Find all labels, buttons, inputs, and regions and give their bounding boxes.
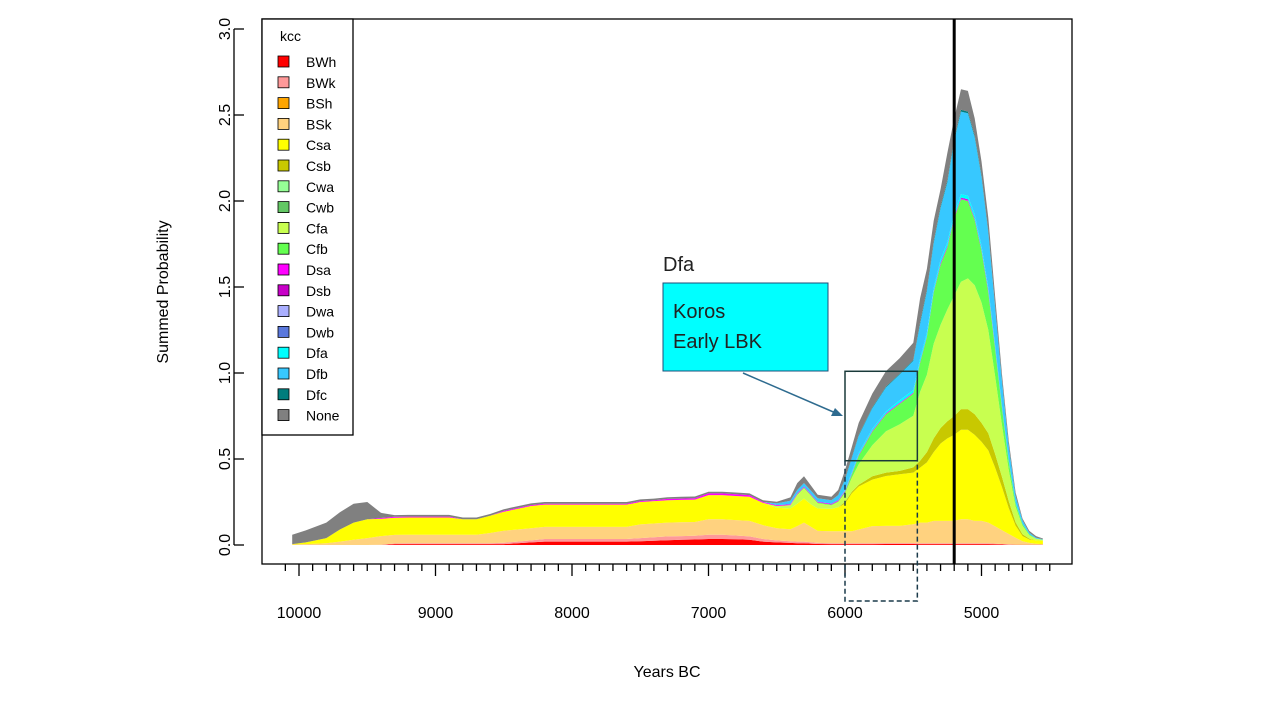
- legend-label-csb: Csb: [306, 158, 331, 174]
- legend-box: [261, 18, 354, 436]
- legend-label-bsk: BSk: [306, 116, 333, 132]
- y-tick-label: 1.0: [217, 362, 234, 384]
- legend-label-dwb: Dwb: [306, 324, 334, 340]
- legend-label-csa: Csa: [306, 137, 331, 153]
- callout-arrow-line: [742, 372, 839, 415]
- legend-swatch-dfc: [277, 388, 290, 401]
- area-dfb: [292, 111, 1043, 545]
- legend-label-cfa: Cfa: [306, 220, 328, 236]
- x-tick-label: 9000: [418, 605, 454, 622]
- legend-label-dsa: Dsa: [306, 262, 331, 278]
- legend-swatch-cfa: [277, 221, 290, 234]
- legend-swatch-bwh: [277, 55, 290, 68]
- legend-swatch-dfb: [277, 367, 290, 380]
- y-tick-label: 3.0: [217, 18, 234, 40]
- legend-label-dfc: Dfc: [306, 387, 327, 403]
- highlight-dashed-extension: [844, 460, 919, 602]
- legend: kcc BWh BWk BSh BSk Csa Csb Cwa Cwb Cfa Cfb Dsa Dsb…: [261, 18, 354, 436]
- x-tick-label: 7000: [691, 605, 727, 622]
- callout-line-2: Early LBK: [673, 331, 763, 353]
- callout-line-1: Koros: [673, 301, 725, 323]
- legend-swatch-bsk: [277, 118, 290, 130]
- y-axis: 0.0 0.5 1.0 1.5 2.0 2.5 3.0: [217, 18, 244, 556]
- stacked-areas: [292, 89, 1043, 545]
- highlight-box: [844, 370, 919, 462]
- x-tick-label: 8000: [554, 605, 590, 622]
- y-tick-label: 2.5: [217, 104, 234, 126]
- legend-swatch-bwk: [277, 76, 290, 89]
- legend-swatch-dsa: [277, 263, 290, 276]
- legend-label-dsb: Dsb: [306, 283, 331, 299]
- legend-swatch-cfb: [277, 242, 290, 255]
- legend-label-cfb: Cfb: [306, 241, 328, 257]
- legend-label-dfa: Dfa: [306, 345, 328, 361]
- legend-label-none: None: [306, 408, 340, 424]
- legend-label-dfb: Dfb: [306, 366, 328, 382]
- legend-swatch-csa: [277, 138, 290, 151]
- legend-label-bwh: BWh: [306, 54, 336, 70]
- legend-label-cwb: Cwb: [306, 200, 334, 216]
- y-tick-label: 0.5: [217, 448, 234, 470]
- y-axis-label: Summed Probability: [155, 220, 172, 363]
- x-axis-label: Years BC: [634, 664, 701, 681]
- area-cfa: [292, 278, 1043, 545]
- legend-label-cwa: Cwa: [306, 179, 334, 195]
- legend-label-bsh: BSh: [306, 96, 332, 112]
- legend-swatch-dwa: [277, 305, 290, 318]
- legend-swatch-cwa: [277, 180, 290, 193]
- y-tick-label: 0.0: [217, 534, 234, 556]
- y-tick-label: 1.5: [217, 276, 234, 298]
- area-csa: [292, 429, 1043, 545]
- area-bwk: [292, 534, 1043, 545]
- area-cfb: [292, 199, 1043, 545]
- x-tick-label: 6000: [827, 605, 863, 622]
- area-bsk: [292, 519, 1043, 545]
- area-bwh: [292, 539, 1043, 545]
- y-tick-label: 2.0: [217, 190, 234, 212]
- legend-swatch-dsb: [277, 284, 290, 297]
- legend-label-dwa: Dwa: [306, 304, 334, 320]
- x-tick-label: 5000: [964, 605, 1000, 622]
- callout-box: [662, 282, 829, 372]
- legend-swatch-dfa: [277, 346, 290, 359]
- annotations: Dfa Koros Early LBK: [662, 254, 919, 602]
- legend-title: kcc: [280, 28, 301, 44]
- legend-swatch-none: [277, 409, 290, 422]
- legend-swatch-bsh: [277, 97, 290, 109]
- x-axis: 10000 9000 8000 7000 6000 5000: [277, 564, 1051, 622]
- callout-arrow-head: [831, 408, 843, 416]
- legend-swatch-csb: [277, 159, 290, 172]
- callout-heading: Dfa: [663, 254, 695, 276]
- legend-label-bwk: BWk: [306, 75, 337, 91]
- x-tick-label: 10000: [277, 605, 322, 622]
- area-csb: [292, 409, 1043, 545]
- legend-swatch-cwb: [277, 201, 290, 214]
- legend-swatch-dwb: [277, 325, 290, 338]
